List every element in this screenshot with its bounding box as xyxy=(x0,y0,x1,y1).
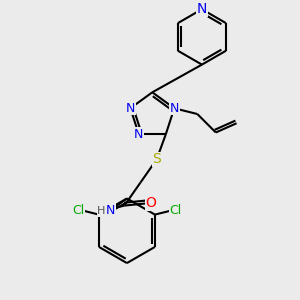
Text: N: N xyxy=(197,2,207,16)
Text: Cl: Cl xyxy=(169,203,182,217)
Text: N: N xyxy=(134,128,143,141)
Text: N: N xyxy=(126,102,135,115)
Text: O: O xyxy=(146,196,156,210)
Text: H: H xyxy=(97,206,105,216)
Text: S: S xyxy=(152,152,161,167)
Text: N: N xyxy=(169,102,179,115)
Text: N: N xyxy=(106,204,115,217)
Text: Cl: Cl xyxy=(72,203,84,217)
